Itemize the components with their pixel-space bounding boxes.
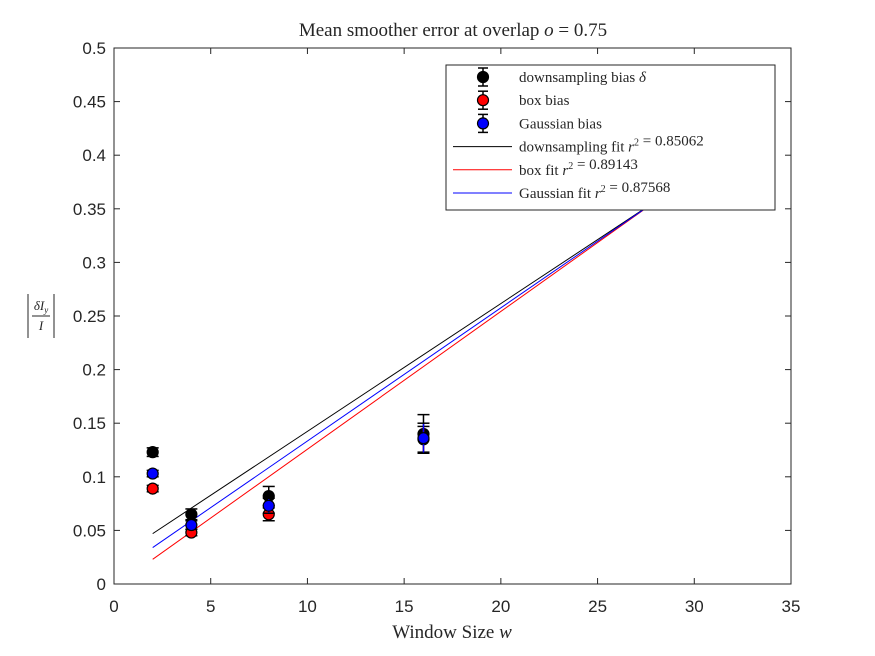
y-tick-label: 0.1 <box>82 468 106 487</box>
y-tick-label: 0.5 <box>82 39 106 58</box>
legend-label: downsampling fit r2 = 0.85062 <box>519 134 704 156</box>
chart-title: Mean smoother error at overlap o = 0.75 <box>299 20 607 41</box>
data-point <box>146 467 159 480</box>
legend-label: Gaussian bias <box>519 116 602 132</box>
legend-box <box>445 64 776 211</box>
x-tick-label: 0 <box>109 597 118 616</box>
fit-lines <box>152 200 656 560</box>
chart-legend: downsampling bias δ box bias Gaussian bias… <box>445 64 776 211</box>
x-tick-label: 25 <box>588 597 607 616</box>
legend-label: box fit r2 = 0.89143 <box>519 157 638 179</box>
x-tick-label: 5 <box>206 597 215 616</box>
y-tick-label: 0.45 <box>73 93 106 112</box>
y-tick-label: 0 <box>97 575 106 594</box>
y-tick-label: 0.4 <box>82 146 106 165</box>
legend-marker <box>476 94 490 107</box>
x-tick-label: 35 <box>782 597 801 616</box>
svg-text:I: I <box>38 318 44 333</box>
data-point <box>146 446 159 459</box>
y-tick-label: 0.25 <box>73 307 106 326</box>
legend-label: Gaussian fit r2 = 0.87568 <box>519 180 670 202</box>
data-point <box>185 508 198 521</box>
legend-marker <box>476 70 490 84</box>
data-point <box>185 518 198 532</box>
y-tick-label: 0.15 <box>73 414 106 433</box>
x-axis-label: Window Size w <box>392 622 512 643</box>
x-tick-label: 30 <box>685 597 704 616</box>
axis-ticks: 0 5 10 15 20 25 30 35 0 0.05 0.1 0.15 0.2 0.25 0.3 0.35… <box>73 39 801 616</box>
fit-line <box>152 200 656 535</box>
y-tick-label: 0.3 <box>82 253 106 272</box>
y-axis-label: δIy I <box>27 294 55 338</box>
x-tick-label: 20 <box>491 597 510 616</box>
data-markers <box>146 413 430 539</box>
data-point <box>417 432 430 445</box>
legend-label: box bias <box>519 93 570 109</box>
data-point <box>262 499 275 512</box>
y-tick-label: 0.2 <box>82 361 106 380</box>
y-tick-label: 0.05 <box>73 521 106 540</box>
fit-line <box>152 200 656 560</box>
legend-marker <box>476 117 490 130</box>
x-tick-label: 15 <box>395 597 414 616</box>
x-tick-label: 10 <box>298 597 317 616</box>
legend-label: downsampling bias δ <box>519 70 647 86</box>
y-tick-label: 0.35 <box>73 200 106 219</box>
svg-text:δIy: δIy <box>34 298 48 315</box>
fit-line <box>152 200 656 548</box>
data-point <box>146 482 159 495</box>
